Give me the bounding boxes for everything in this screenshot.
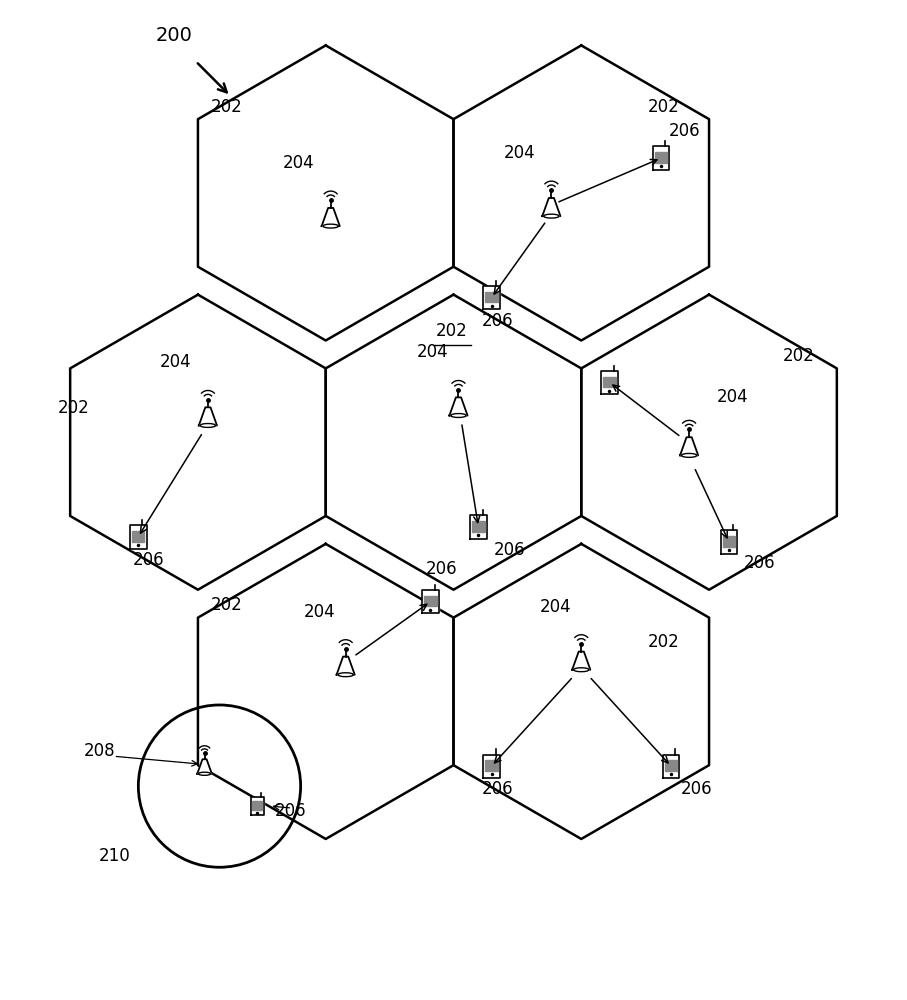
Ellipse shape (323, 224, 338, 228)
Polygon shape (473, 521, 484, 532)
Ellipse shape (451, 414, 466, 417)
Polygon shape (601, 371, 618, 394)
Text: 202: 202 (435, 322, 467, 340)
Polygon shape (449, 397, 467, 416)
Text: 202: 202 (58, 399, 90, 417)
Text: 206: 206 (669, 122, 700, 140)
Polygon shape (653, 146, 669, 170)
Polygon shape (723, 536, 736, 547)
Text: 204: 204 (160, 353, 191, 371)
Text: 208: 208 (83, 742, 115, 760)
Polygon shape (132, 531, 144, 542)
Polygon shape (483, 286, 500, 309)
Ellipse shape (338, 673, 354, 677)
Polygon shape (663, 755, 679, 778)
Text: 206: 206 (274, 802, 306, 820)
Polygon shape (603, 377, 616, 387)
Text: 202: 202 (210, 596, 242, 614)
Text: 206: 206 (425, 560, 457, 578)
Polygon shape (322, 208, 340, 226)
Text: 200: 200 (156, 26, 193, 45)
Polygon shape (483, 755, 500, 778)
Text: 204: 204 (540, 598, 571, 616)
Ellipse shape (543, 214, 559, 218)
Polygon shape (542, 198, 561, 216)
Polygon shape (655, 152, 668, 163)
Polygon shape (572, 652, 590, 670)
Polygon shape (336, 657, 355, 675)
Text: 204: 204 (304, 603, 336, 621)
Polygon shape (680, 437, 698, 455)
Polygon shape (199, 407, 217, 425)
Polygon shape (470, 515, 487, 539)
Polygon shape (720, 530, 737, 554)
Text: 204: 204 (283, 154, 315, 172)
Polygon shape (665, 760, 678, 771)
Text: 206: 206 (681, 780, 713, 798)
Text: 202: 202 (783, 347, 814, 365)
Text: 206: 206 (482, 780, 513, 798)
Polygon shape (130, 525, 147, 549)
Text: 206: 206 (493, 541, 525, 559)
Text: 202: 202 (648, 633, 679, 651)
Text: 206: 206 (482, 312, 513, 330)
Text: 206: 206 (744, 554, 775, 572)
Text: 202: 202 (648, 98, 679, 116)
Text: 206: 206 (133, 551, 165, 569)
Text: 202: 202 (210, 98, 242, 116)
Polygon shape (250, 797, 264, 815)
Polygon shape (485, 292, 498, 302)
Polygon shape (198, 759, 212, 774)
Text: 210: 210 (99, 847, 131, 865)
Ellipse shape (573, 668, 589, 672)
Ellipse shape (681, 453, 697, 457)
Text: 204: 204 (717, 388, 748, 406)
Text: 204: 204 (503, 144, 535, 162)
Text: 204: 204 (416, 343, 448, 361)
Ellipse shape (199, 772, 210, 775)
Polygon shape (424, 596, 436, 606)
Polygon shape (422, 590, 439, 613)
Ellipse shape (200, 424, 216, 427)
Polygon shape (485, 760, 498, 771)
Polygon shape (252, 801, 262, 810)
